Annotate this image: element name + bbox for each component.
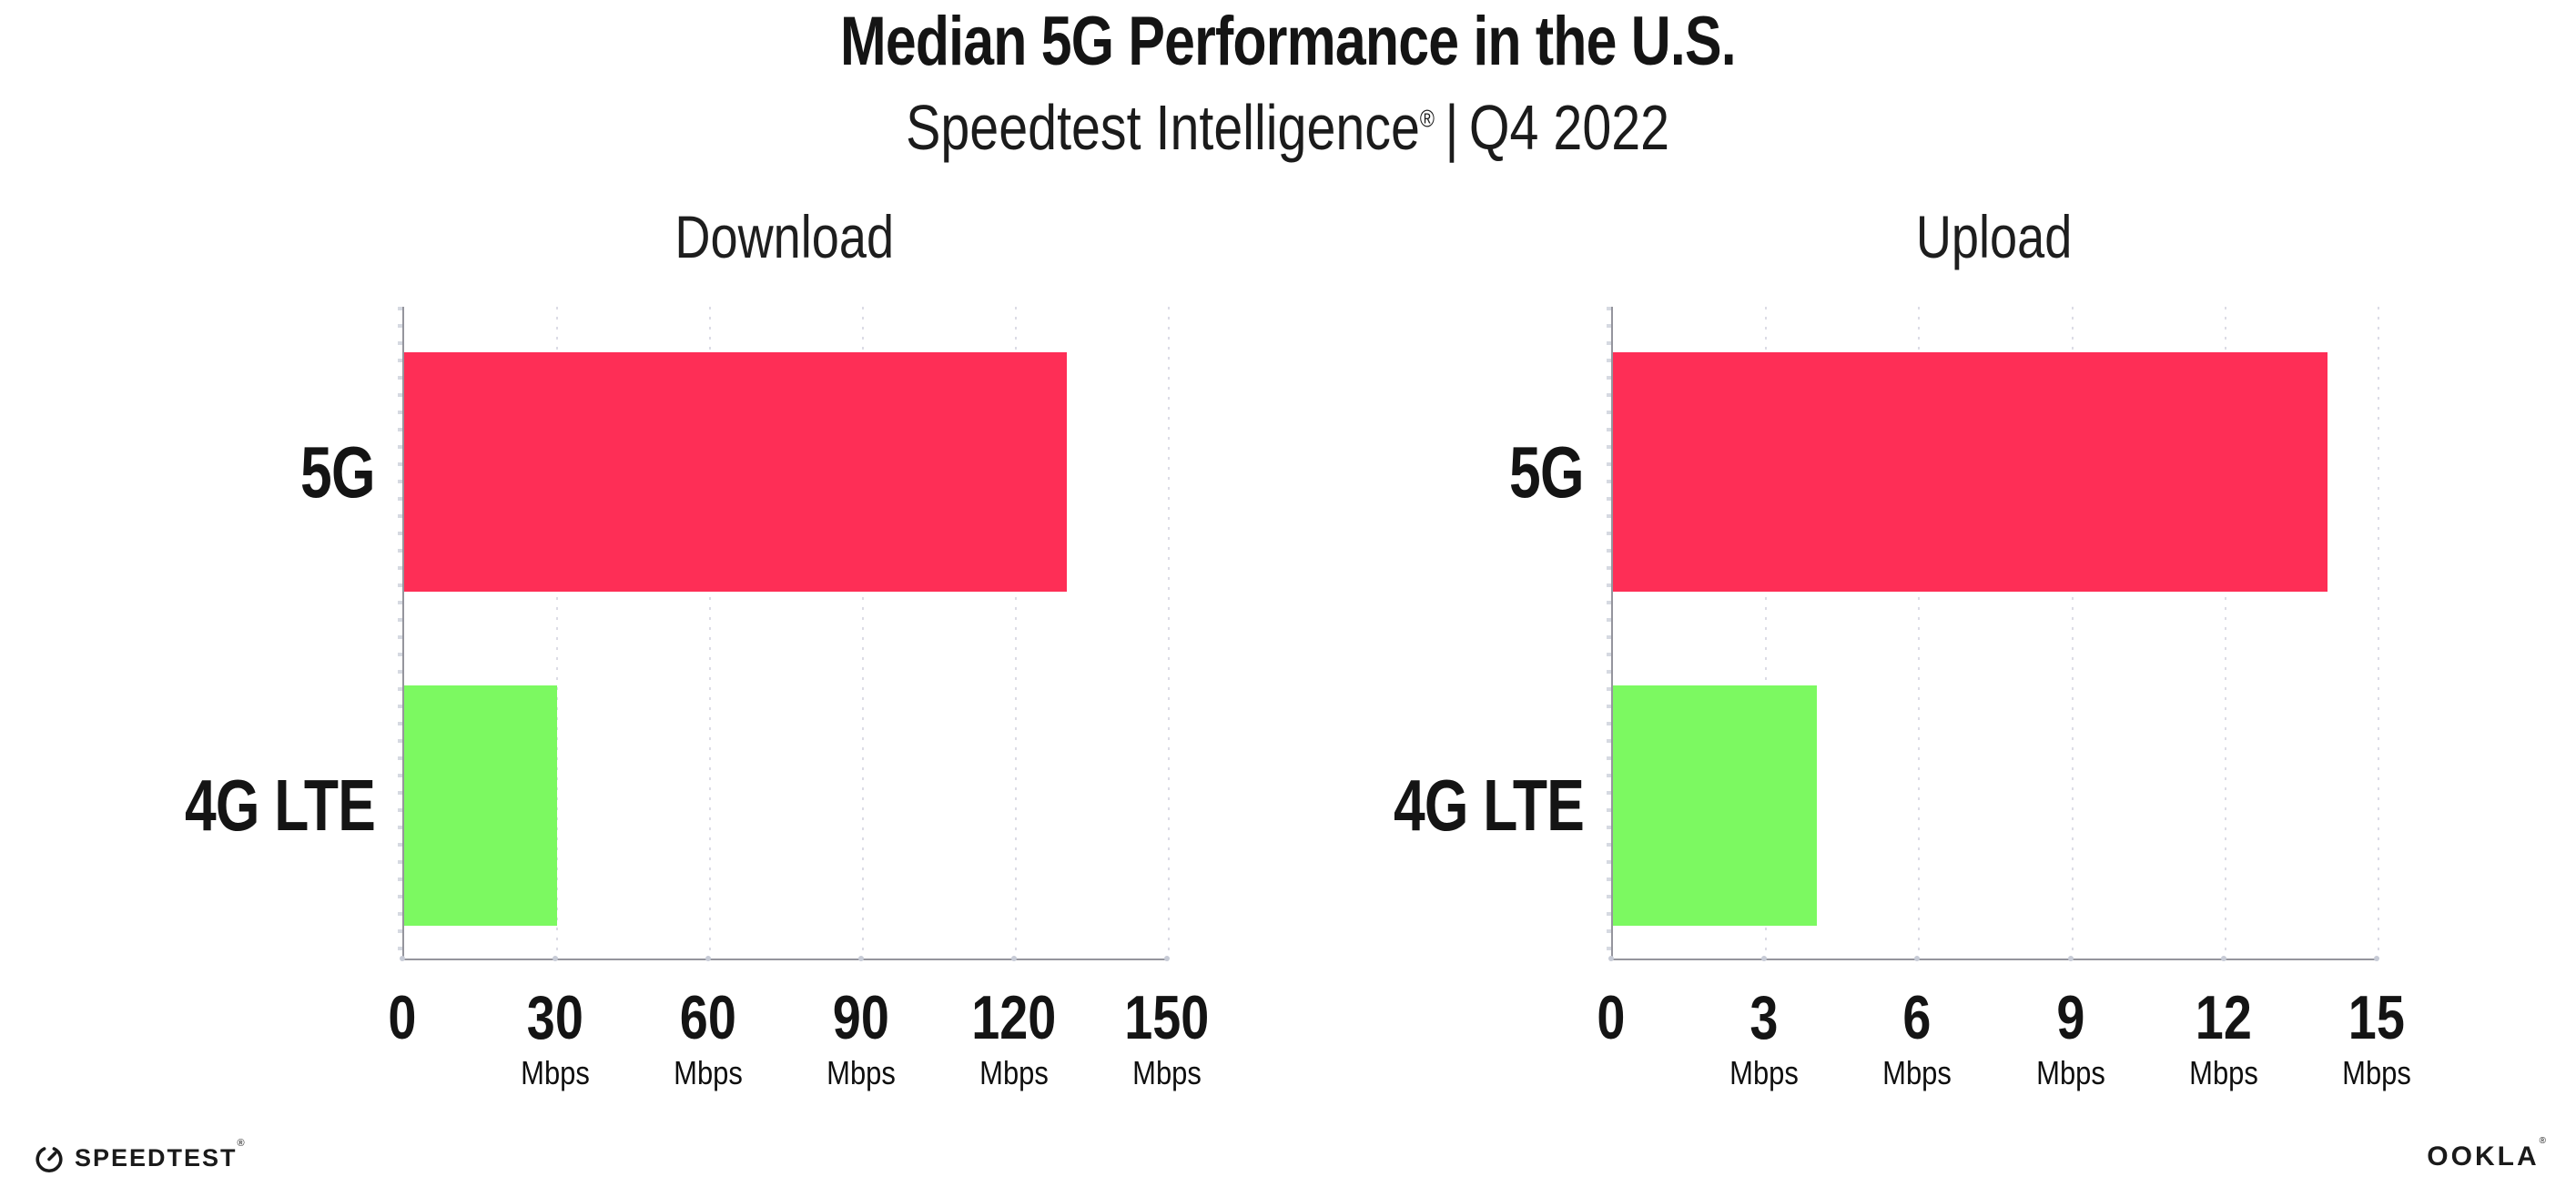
tick-dot: [2067, 956, 2074, 961]
subtitle-separator: |: [1445, 92, 1459, 163]
gridline: [2378, 307, 2379, 959]
speedtest-logo: SPEEDTEST®: [33, 1137, 247, 1174]
page-title: Median 5G Performance in the U.S.: [0, 5, 2576, 78]
download-plot-area: [398, 307, 1170, 960]
bar-4g-lte-upload: [1613, 685, 1818, 926]
gridline: [2071, 307, 2074, 959]
tick-dot: [858, 956, 864, 961]
x-tick: 15 Mbps: [2277, 956, 2477, 1090]
x-tick: 60 Mbps: [608, 956, 808, 1090]
upload-chart-title: Upload: [1915, 203, 2073, 270]
x-tick: 0: [302, 956, 502, 1090]
bar-5g-upload: [1613, 352, 2328, 592]
tick-dot: [1164, 956, 1170, 961]
ookla-registered-mark: ®: [2539, 1136, 2549, 1146]
download-category-label-5g: 5G: [300, 431, 375, 512]
speedtest-wordmark: SPEEDTEST®: [75, 1137, 247, 1172]
gridline: [1918, 307, 1921, 959]
ookla-wordmark: OOKLA: [2427, 1141, 2540, 1172]
registered-mark: ®: [1420, 105, 1435, 133]
speedtest-registered-mark: ®: [237, 1137, 247, 1149]
tick-dot: [2374, 956, 2379, 961]
tick-dot: [1914, 956, 1921, 961]
subtitle-brand: Speedtest Intelligence: [906, 92, 1421, 163]
download-chart-title: Download: [674, 203, 895, 270]
gridline: [1015, 307, 1017, 959]
speedtest-gauge-icon: [35, 1147, 63, 1173]
bar-4g-lte-download: [404, 685, 557, 926]
tick-dot: [1608, 956, 1614, 961]
x-tick: 0: [1511, 956, 1711, 1090]
upload-plot-area: [1607, 307, 2379, 960]
gridline: [862, 307, 864, 959]
x-tick: 12 Mbps: [2124, 956, 2324, 1090]
upload-category-label-4g-lte: 4G LTE: [1393, 765, 1585, 846]
gridline: [2224, 307, 2226, 959]
upload-category-label-5g: 5G: [1509, 431, 1584, 512]
page-title-text: Median 5G Performance in the U.S.: [840, 3, 1737, 80]
page-subtitle: Speedtest Intelligence® | Q4 2022: [0, 92, 2576, 163]
upload-x-axis: 0 3 Mbps 6 Mbps 9 Mbps 12 Mbps 15 Mbps: [1597, 956, 2411, 1121]
download-x-axis: 0 30 Mbps 60 Mbps 90 Mbps 120 Mbps 150 M…: [388, 956, 1210, 1121]
subtitle-period: Q4 2022: [1469, 92, 1670, 163]
gridline: [556, 307, 558, 959]
gridline: [1168, 307, 1170, 959]
tick-dot: [553, 956, 558, 961]
tick-dot: [1011, 956, 1017, 961]
tick-dot: [2220, 956, 2226, 961]
ookla-logo: OOKLA®: [2427, 1137, 2549, 1172]
tick-dot: [705, 956, 711, 961]
gridline: [1765, 307, 1768, 959]
bar-5g-download: [404, 352, 1067, 592]
download-y-axis-minor-ticks: [398, 307, 402, 959]
x-tick: 90 Mbps: [761, 956, 961, 1090]
x-tick: 3 Mbps: [1664, 956, 1864, 1090]
tick-dot: [400, 956, 405, 961]
x-tick: 30 Mbps: [455, 956, 655, 1090]
x-tick: 9 Mbps: [1971, 956, 2171, 1090]
x-tick: 6 Mbps: [1817, 956, 2017, 1090]
download-category-label-4g-lte: 4G LTE: [184, 765, 376, 846]
x-tick: 120 Mbps: [914, 956, 1114, 1090]
x-tick: 150 Mbps: [1067, 956, 1267, 1090]
upload-y-axis-minor-ticks: [1607, 307, 1611, 959]
tick-dot: [1761, 956, 1768, 961]
gridline: [709, 307, 711, 959]
